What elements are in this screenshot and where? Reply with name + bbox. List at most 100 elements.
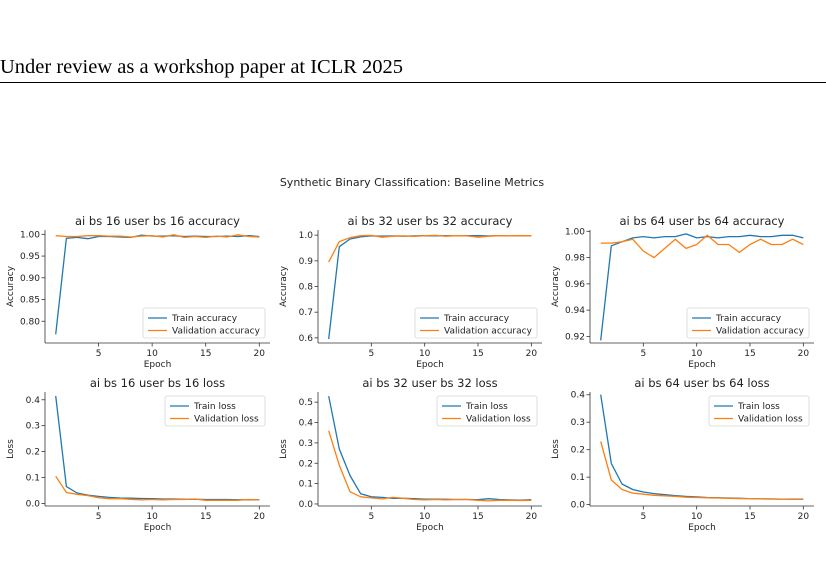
y-tick-label: 0.1	[571, 473, 585, 483]
y-tick-label: 0.7	[299, 308, 313, 318]
header-rule	[0, 82, 826, 83]
legend-label: Validation accuracy	[716, 327, 805, 337]
x-tick-label: 20	[526, 349, 538, 359]
y-tick-label: 0.92	[565, 332, 585, 342]
y-axis-label: Loss	[551, 439, 561, 459]
y-tick-label: 0.2	[26, 448, 40, 458]
legend-label: Train accuracy	[715, 314, 782, 324]
y-tick-label: 0.80	[20, 317, 40, 327]
x-tick-label: 15	[744, 349, 755, 359]
y-tick-label: 0.0	[571, 501, 586, 511]
subplot-2: ai bs 32 user bs 32 accuracy 5 10 15 20 0.6 0.…	[279, 214, 542, 370]
y-tick-label: 0.98	[565, 254, 585, 264]
legend-label: Validation accuracy	[172, 327, 261, 337]
legend-label: Validation loss	[738, 415, 803, 425]
x-tick-label: 20	[526, 512, 538, 522]
x-axis-label: Epoch	[688, 360, 716, 370]
legend: Train accuracy Validation accuracy	[142, 307, 266, 339]
y-tick-label: 0.1	[26, 474, 40, 484]
x-tick-label: 20	[254, 512, 266, 522]
y-tick-label: 0.2	[571, 446, 585, 456]
subplot-title: ai bs 32 user bs 32 loss	[362, 376, 497, 390]
y-tick-label: 0.5	[299, 398, 313, 408]
subplot-4: ai bs 16 user bs 16 loss 5 10 15 20 0.0 0.1 0.2…	[6, 376, 270, 533]
x-tick-label: 10	[146, 349, 158, 359]
y-tick-label: 1.00	[20, 230, 40, 240]
x-tick-label: 10	[691, 349, 703, 359]
legend-label: Train accuracy	[443, 314, 510, 324]
y-tick-label: 0.2	[299, 459, 313, 469]
legend: Train accuracy Validation accuracy	[686, 307, 810, 339]
y-tick-label: 0.90	[20, 274, 40, 284]
legend-label: Train accuracy	[171, 314, 238, 324]
y-tick-label: 0.6	[299, 334, 314, 344]
validation-series-line	[600, 441, 804, 501]
x-axis-label: Epoch	[688, 523, 716, 533]
subplot-title: ai bs 64 user bs 64 accuracy	[620, 214, 785, 228]
y-tick-label: 0.4	[26, 396, 41, 406]
y-tick-label: 1.0	[299, 231, 314, 241]
y-axis-label: Accuracy	[279, 265, 289, 307]
legend-label: Train loss	[193, 402, 236, 412]
legend-label: Validation accuracy	[444, 327, 533, 337]
legend: Train loss Validation loss	[164, 395, 266, 427]
figure-suptitle: Synthetic Binary Classification: Baselin…	[280, 176, 545, 189]
y-tick-label: 0.94	[565, 306, 585, 316]
subplot-grid: ai bs 16 user bs 16 accuracy 5 10 15 20 0.80 0…	[6, 214, 814, 533]
legend-frame	[436, 395, 538, 427]
y-tick-label: 1.00	[565, 227, 585, 237]
y-axis-label: Accuracy	[6, 265, 16, 307]
x-tick-label: 5	[368, 512, 374, 522]
y-axis-label: Loss	[279, 439, 289, 459]
legend-frame	[164, 395, 266, 427]
validation-series-line	[328, 430, 532, 502]
x-tick-label: 10	[146, 512, 158, 522]
y-tick-label: 0.3	[26, 422, 40, 432]
x-tick-label: 20	[254, 349, 266, 359]
x-tick-label: 15	[472, 512, 483, 522]
subplot-title: ai bs 64 user bs 64 loss	[634, 376, 769, 390]
x-tick-label: 20	[798, 512, 810, 522]
subplot-title: ai bs 16 user bs 16 loss	[90, 376, 225, 390]
legend: Train accuracy Validation accuracy	[414, 307, 538, 339]
subplot-5: ai bs 32 user bs 32 loss 5 10 15 20 0.0 0.1 0.2…	[279, 376, 542, 533]
running-header: Under review as a workshop paper at ICLR…	[0, 56, 404, 78]
y-tick-label: 0.85	[20, 296, 40, 306]
x-tick-label: 5	[96, 349, 102, 359]
x-tick-label: 10	[419, 349, 431, 359]
subplot-title: ai bs 32 user bs 32 accuracy	[348, 214, 513, 228]
x-tick-label: 10	[419, 512, 431, 522]
x-tick-label: 5	[640, 512, 646, 522]
x-tick-label: 20	[798, 349, 810, 359]
y-tick-label: 0.8	[299, 283, 314, 293]
subplot-3: ai bs 64 user bs 64 accuracy 5 10 15 20 0.92 0…	[551, 214, 814, 370]
legend-label: Validation loss	[466, 415, 531, 425]
x-tick-label: 15	[200, 349, 211, 359]
y-tick-label: 0.96	[565, 280, 585, 290]
train-series-line	[600, 233, 804, 341]
x-axis-label: Epoch	[144, 360, 172, 370]
validation-series-line	[55, 475, 260, 501]
y-tick-label: 0.95	[20, 252, 40, 262]
x-axis-label: Epoch	[416, 523, 444, 533]
y-tick-label: 0.4	[299, 419, 314, 429]
legend-frame	[414, 307, 538, 339]
x-tick-label: 5	[96, 512, 102, 522]
x-tick-label: 10	[691, 512, 703, 522]
y-tick-label: 0.0	[26, 499, 41, 509]
x-tick-label: 15	[472, 349, 483, 359]
y-tick-label: 0.0	[299, 500, 314, 510]
subplot-title: ai bs 16 user bs 16 accuracy	[75, 214, 240, 228]
y-axis-label: Accuracy	[551, 265, 561, 307]
legend: Train loss Validation loss	[436, 395, 538, 427]
legend-frame	[686, 307, 810, 339]
y-axis-label: Loss	[6, 439, 16, 459]
validation-series-line	[600, 234, 804, 259]
legend-label: Train loss	[737, 402, 780, 412]
x-tick-label: 15	[744, 512, 755, 522]
legend: Train loss Validation loss	[708, 395, 810, 427]
y-tick-label: 0.9	[299, 257, 314, 267]
y-tick-label: 0.1	[299, 480, 313, 490]
x-tick-label: 5	[640, 349, 646, 359]
